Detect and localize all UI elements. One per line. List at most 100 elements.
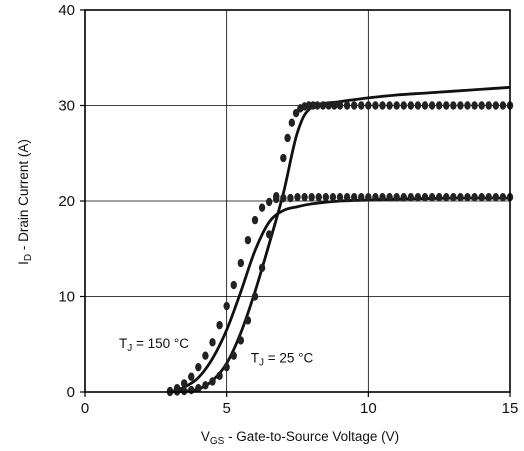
series-2-point (202, 381, 209, 390)
series-0-line (169, 85, 511, 394)
x-tick-label: 10 (360, 400, 377, 417)
series-3-point (265, 197, 273, 207)
series-3-point (188, 372, 195, 381)
series-3-point (478, 192, 485, 202)
series-3-point (223, 301, 230, 311)
series-2-point (464, 101, 471, 110)
series-2-point (314, 101, 321, 110)
series-2-point (393, 101, 400, 110)
series-2-point (280, 153, 287, 163)
series-2-point (499, 101, 507, 110)
series-3-point (414, 192, 422, 202)
series-2-point (244, 316, 252, 325)
y-tick-labels: 0 10 20 30 40 (58, 2, 85, 401)
series-2-point (428, 101, 436, 110)
x-axis-label: VGS - Gate-to-Source Voltage (V) (201, 429, 399, 447)
series-2-point (258, 263, 266, 273)
series-3-point (435, 192, 443, 202)
series-3-point (499, 192, 507, 202)
series-3-point (379, 192, 386, 202)
series-3-point (372, 192, 379, 202)
annotation-1: TJ = 25 °C (251, 350, 314, 368)
series-3-point (350, 192, 358, 202)
series-3-point (315, 192, 322, 202)
series-2-point (358, 101, 365, 110)
series-2-point (216, 371, 223, 380)
series-2-point (365, 101, 372, 110)
x-tick-labels: 0 5 10 15 (81, 392, 519, 417)
series-2-point (195, 383, 202, 393)
series-3-point (294, 192, 301, 202)
series-3-point (166, 386, 174, 396)
y-tick-label: 10 (58, 289, 75, 306)
series-1-line (169, 196, 510, 394)
series-3-point (202, 351, 209, 360)
series-2-point (336, 101, 344, 110)
series-3-point (230, 280, 237, 290)
series-2-point (251, 292, 259, 301)
series-3-point (308, 192, 315, 202)
x-tick-label: 5 (222, 400, 230, 417)
series-2-point (421, 101, 429, 110)
curves (166, 85, 514, 397)
series-3-point (287, 193, 294, 203)
series-2-point (485, 101, 492, 110)
series-2-point (223, 362, 230, 372)
series-2-point (209, 377, 216, 386)
series-2-point (443, 101, 450, 110)
series-2-point (407, 101, 415, 110)
series-3-point (492, 192, 500, 202)
series-3-point (322, 192, 330, 202)
series-3-point (365, 192, 372, 202)
series-2-point (325, 101, 332, 110)
series-3-point (216, 320, 223, 330)
series-3-point (358, 192, 365, 202)
series-2-point (343, 101, 351, 110)
series-2-point (319, 101, 327, 110)
series-2-point (265, 230, 273, 239)
series-3-point (301, 192, 308, 202)
x-tick-label: 15 (502, 400, 519, 417)
series-2-point (400, 101, 407, 110)
series-2-point (180, 386, 188, 396)
series-2-point (471, 101, 478, 110)
y-tick-label: 40 (58, 2, 75, 19)
series-2-point (414, 101, 422, 110)
y-tick-label: 20 (58, 193, 75, 210)
series-3-point (173, 383, 181, 393)
series-3-point (443, 192, 450, 202)
series-2-point (450, 101, 457, 110)
series-2-point (292, 108, 300, 118)
series-3-point (336, 192, 344, 202)
series-2-point (230, 351, 237, 360)
series-2-point (188, 385, 195, 395)
series-2-point (350, 101, 358, 110)
series-3-point (244, 235, 252, 245)
series-3-point (273, 194, 280, 204)
series-3-point (180, 379, 188, 388)
series-3-point (407, 192, 415, 202)
series-3-point (258, 203, 266, 212)
series-3-point (421, 192, 429, 202)
y-tick-label: 30 (58, 98, 75, 115)
series-3-point (485, 192, 492, 202)
series-2-point (457, 101, 464, 110)
x-tick-label: 0 (81, 400, 89, 417)
series-3-point (195, 362, 202, 372)
series-2-point (492, 101, 500, 110)
series-3-point (329, 192, 337, 202)
series-2-point (478, 101, 485, 110)
series-3-point (386, 192, 393, 202)
annotation-0: TJ = 150 °C (119, 336, 189, 354)
series-2-point (237, 336, 245, 345)
series-3-point (464, 192, 471, 202)
series-2-point (284, 133, 291, 143)
series-3-point (237, 258, 245, 268)
series-2-point (386, 101, 393, 110)
series-2-point (331, 101, 338, 110)
series-3-point (343, 192, 351, 202)
series-3-point (400, 192, 407, 202)
series-2-point (379, 101, 386, 110)
series-3-point (428, 192, 436, 202)
